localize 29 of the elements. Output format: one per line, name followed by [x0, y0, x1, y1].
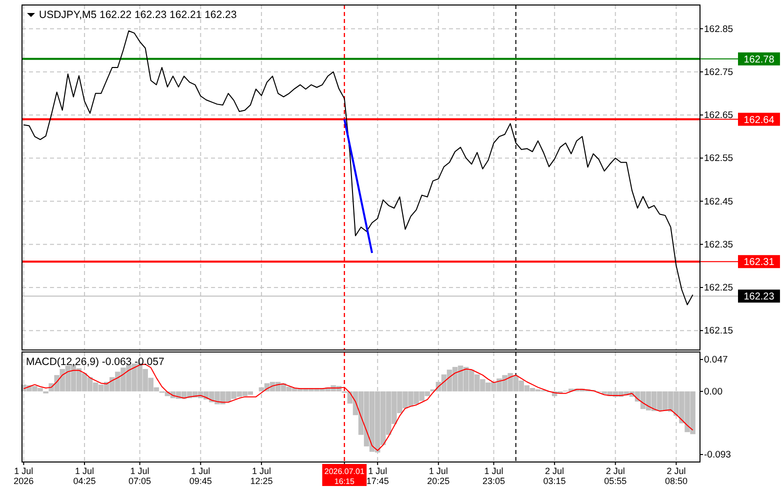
x-tick-label: 1 Jul 12:25	[250, 466, 273, 486]
x-tick-label: 2 Jul 05:55	[604, 466, 627, 486]
x-tick-label: 2 Jul 03:15	[543, 466, 566, 486]
y-tick-label: 162.25	[704, 282, 734, 294]
y-tick-label: 162.85	[704, 24, 734, 35]
y-tick-label: -0.093	[704, 450, 731, 461]
x-tick-label: 1 Jul 20:25	[427, 466, 450, 486]
x-tick-label: 1 Jul 04:25	[73, 466, 96, 486]
chart-title: USDJPY,M5 162.22 162.23 162.21 162.23	[39, 9, 237, 21]
ref-line-label: 162.78	[744, 54, 775, 66]
x-tick-label: 2 Jul 08:50	[664, 466, 688, 486]
x-tick-label: 1 Jul 23:05	[482, 466, 505, 486]
y-tick-label: 0.00	[704, 386, 722, 398]
ref-line-label: 162.64	[744, 114, 775, 126]
y-tick-label: 0.047	[704, 354, 728, 366]
y-tick-label: 162.55	[704, 153, 734, 164]
x-tick-label: 1 Jul 09:45	[189, 466, 212, 486]
y-tick-label: 162.15	[704, 326, 734, 337]
y-tick-label: 162.65	[704, 110, 734, 122]
x-tick-label: 2026.07.01 16:15	[324, 467, 365, 486]
ref-line-label: 162.31	[744, 257, 775, 268]
x-tick-label: 1 Jul 17:45	[366, 466, 389, 486]
y-tick-label: 162.45	[704, 196, 734, 208]
y-tick-label: 162.75	[704, 66, 734, 78]
y-tick-label: 162.35	[704, 239, 734, 250]
x-tick-label: 1 Jul 07:05	[128, 466, 152, 486]
ref-line-label: 162.23	[744, 292, 775, 303]
chart-title: MACD(12,26,9) -0.063 -0.057	[26, 356, 164, 368]
x-tick-label: 1 Jul 2026	[14, 466, 34, 486]
